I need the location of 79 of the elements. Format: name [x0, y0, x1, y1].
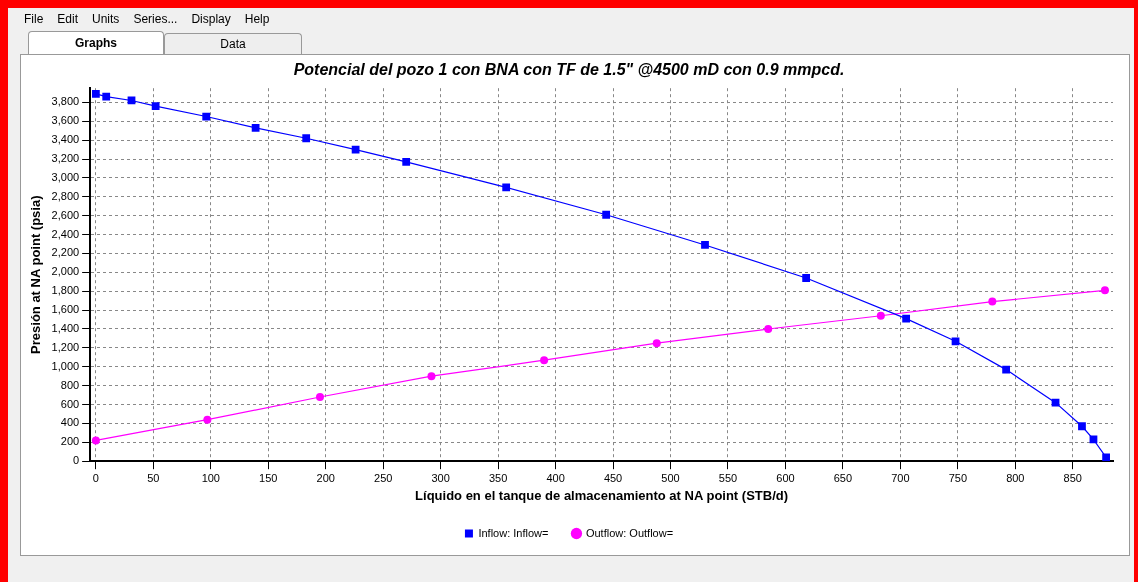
point: [652, 339, 661, 348]
y-tick-label: 1,400: [51, 322, 80, 335]
x-tick-label: 50: [147, 471, 160, 484]
point: [315, 392, 324, 401]
point: [1051, 398, 1060, 407]
text: Display: [191, 12, 231, 26]
x-tick-label: 800: [1006, 471, 1025, 484]
text: Graphs: [28, 31, 164, 54]
x-tick-label: 750: [948, 471, 968, 484]
x-tick-label: 300: [431, 471, 450, 484]
text: Help: [244, 12, 270, 26]
x-tick-label: 600: [776, 471, 795, 484]
x-tick-label: 400: [546, 471, 565, 484]
x-tick-label: 650: [833, 471, 853, 484]
x-axis-title: Líquido en el tanque de almacenamiento at NA point (STB/d): [415, 487, 789, 503]
y-tick-label: 400: [60, 416, 80, 429]
point: [351, 145, 360, 154]
x-tick-label: 250: [374, 471, 393, 484]
y-tick-label: 600: [60, 397, 80, 410]
point: [540, 356, 549, 365]
x-tick-label: 550: [718, 471, 738, 484]
point: [202, 112, 211, 121]
x-tick-label: 350: [488, 471, 508, 484]
point: [764, 325, 773, 333]
y-tick-label: 1,000: [51, 359, 80, 372]
point: [988, 297, 997, 306]
y-tick-label: 1,800: [51, 284, 80, 297]
point: [876, 311, 885, 320]
y-tick-label: 2,000: [51, 265, 80, 278]
point: [802, 274, 811, 282]
point: [402, 157, 411, 166]
point: [1100, 286, 1109, 295]
point: [951, 337, 960, 346]
text: File: [24, 12, 44, 26]
text: Data: [164, 33, 302, 54]
text: Units: [92, 12, 120, 26]
point: [1078, 422, 1086, 431]
point: [502, 183, 511, 192]
point: [203, 415, 212, 424]
y-tick-label: 0: [73, 454, 80, 467]
point: [701, 241, 709, 249]
y-tick-label: 3,200: [51, 152, 80, 165]
x-tick-label: 850: [1063, 471, 1082, 484]
point: [151, 102, 160, 111]
legend-label: Inflow: Inflow=: [478, 526, 549, 539]
y-tick-label: 3,600: [51, 114, 80, 127]
point: [251, 123, 260, 132]
y-axis-title: Presión at NA point (psia): [28, 195, 44, 354]
point: [102, 92, 111, 101]
y-tick-label: 3,000: [51, 170, 80, 183]
text: Edit: [57, 12, 79, 26]
y-tick-label: 2,200: [51, 246, 80, 259]
point: [1102, 453, 1110, 462]
y-tick-label: 1,600: [51, 303, 80, 316]
y-tick-label: 2,800: [51, 189, 80, 202]
point: [427, 372, 436, 381]
x-tick-label: 150: [259, 471, 278, 484]
point: [1002, 365, 1011, 374]
point: [602, 210, 611, 219]
point: [91, 89, 100, 98]
y-tick-label: 3,800: [51, 95, 80, 108]
x-tick-label: 200: [316, 471, 335, 484]
point: [302, 134, 311, 143]
y-tick-label: 2,600: [51, 208, 80, 221]
point: [902, 314, 911, 323]
x-tick-label: 100: [201, 471, 220, 484]
x-tick-label: 450: [603, 471, 623, 484]
point: [91, 436, 100, 445]
x-tick-label: 700: [891, 471, 910, 484]
x-tick-label: 0: [92, 471, 99, 484]
y-tick-label: 2,400: [51, 227, 80, 240]
legend-label: Outflow: Outflow=: [585, 526, 674, 539]
chart-title: Potencial del pozo 1 con BNA con TF de 1.5" @4500 mD con 0.9 mmpcd.: [293, 61, 845, 79]
y-tick-label: 800: [60, 378, 80, 391]
y-tick-label: 1,200: [51, 340, 80, 353]
text: Series...: [133, 12, 178, 26]
y-tick-label: 200: [60, 435, 80, 448]
y-tick-label: 3,400: [51, 133, 80, 146]
x-tick-label: 500: [661, 471, 680, 484]
